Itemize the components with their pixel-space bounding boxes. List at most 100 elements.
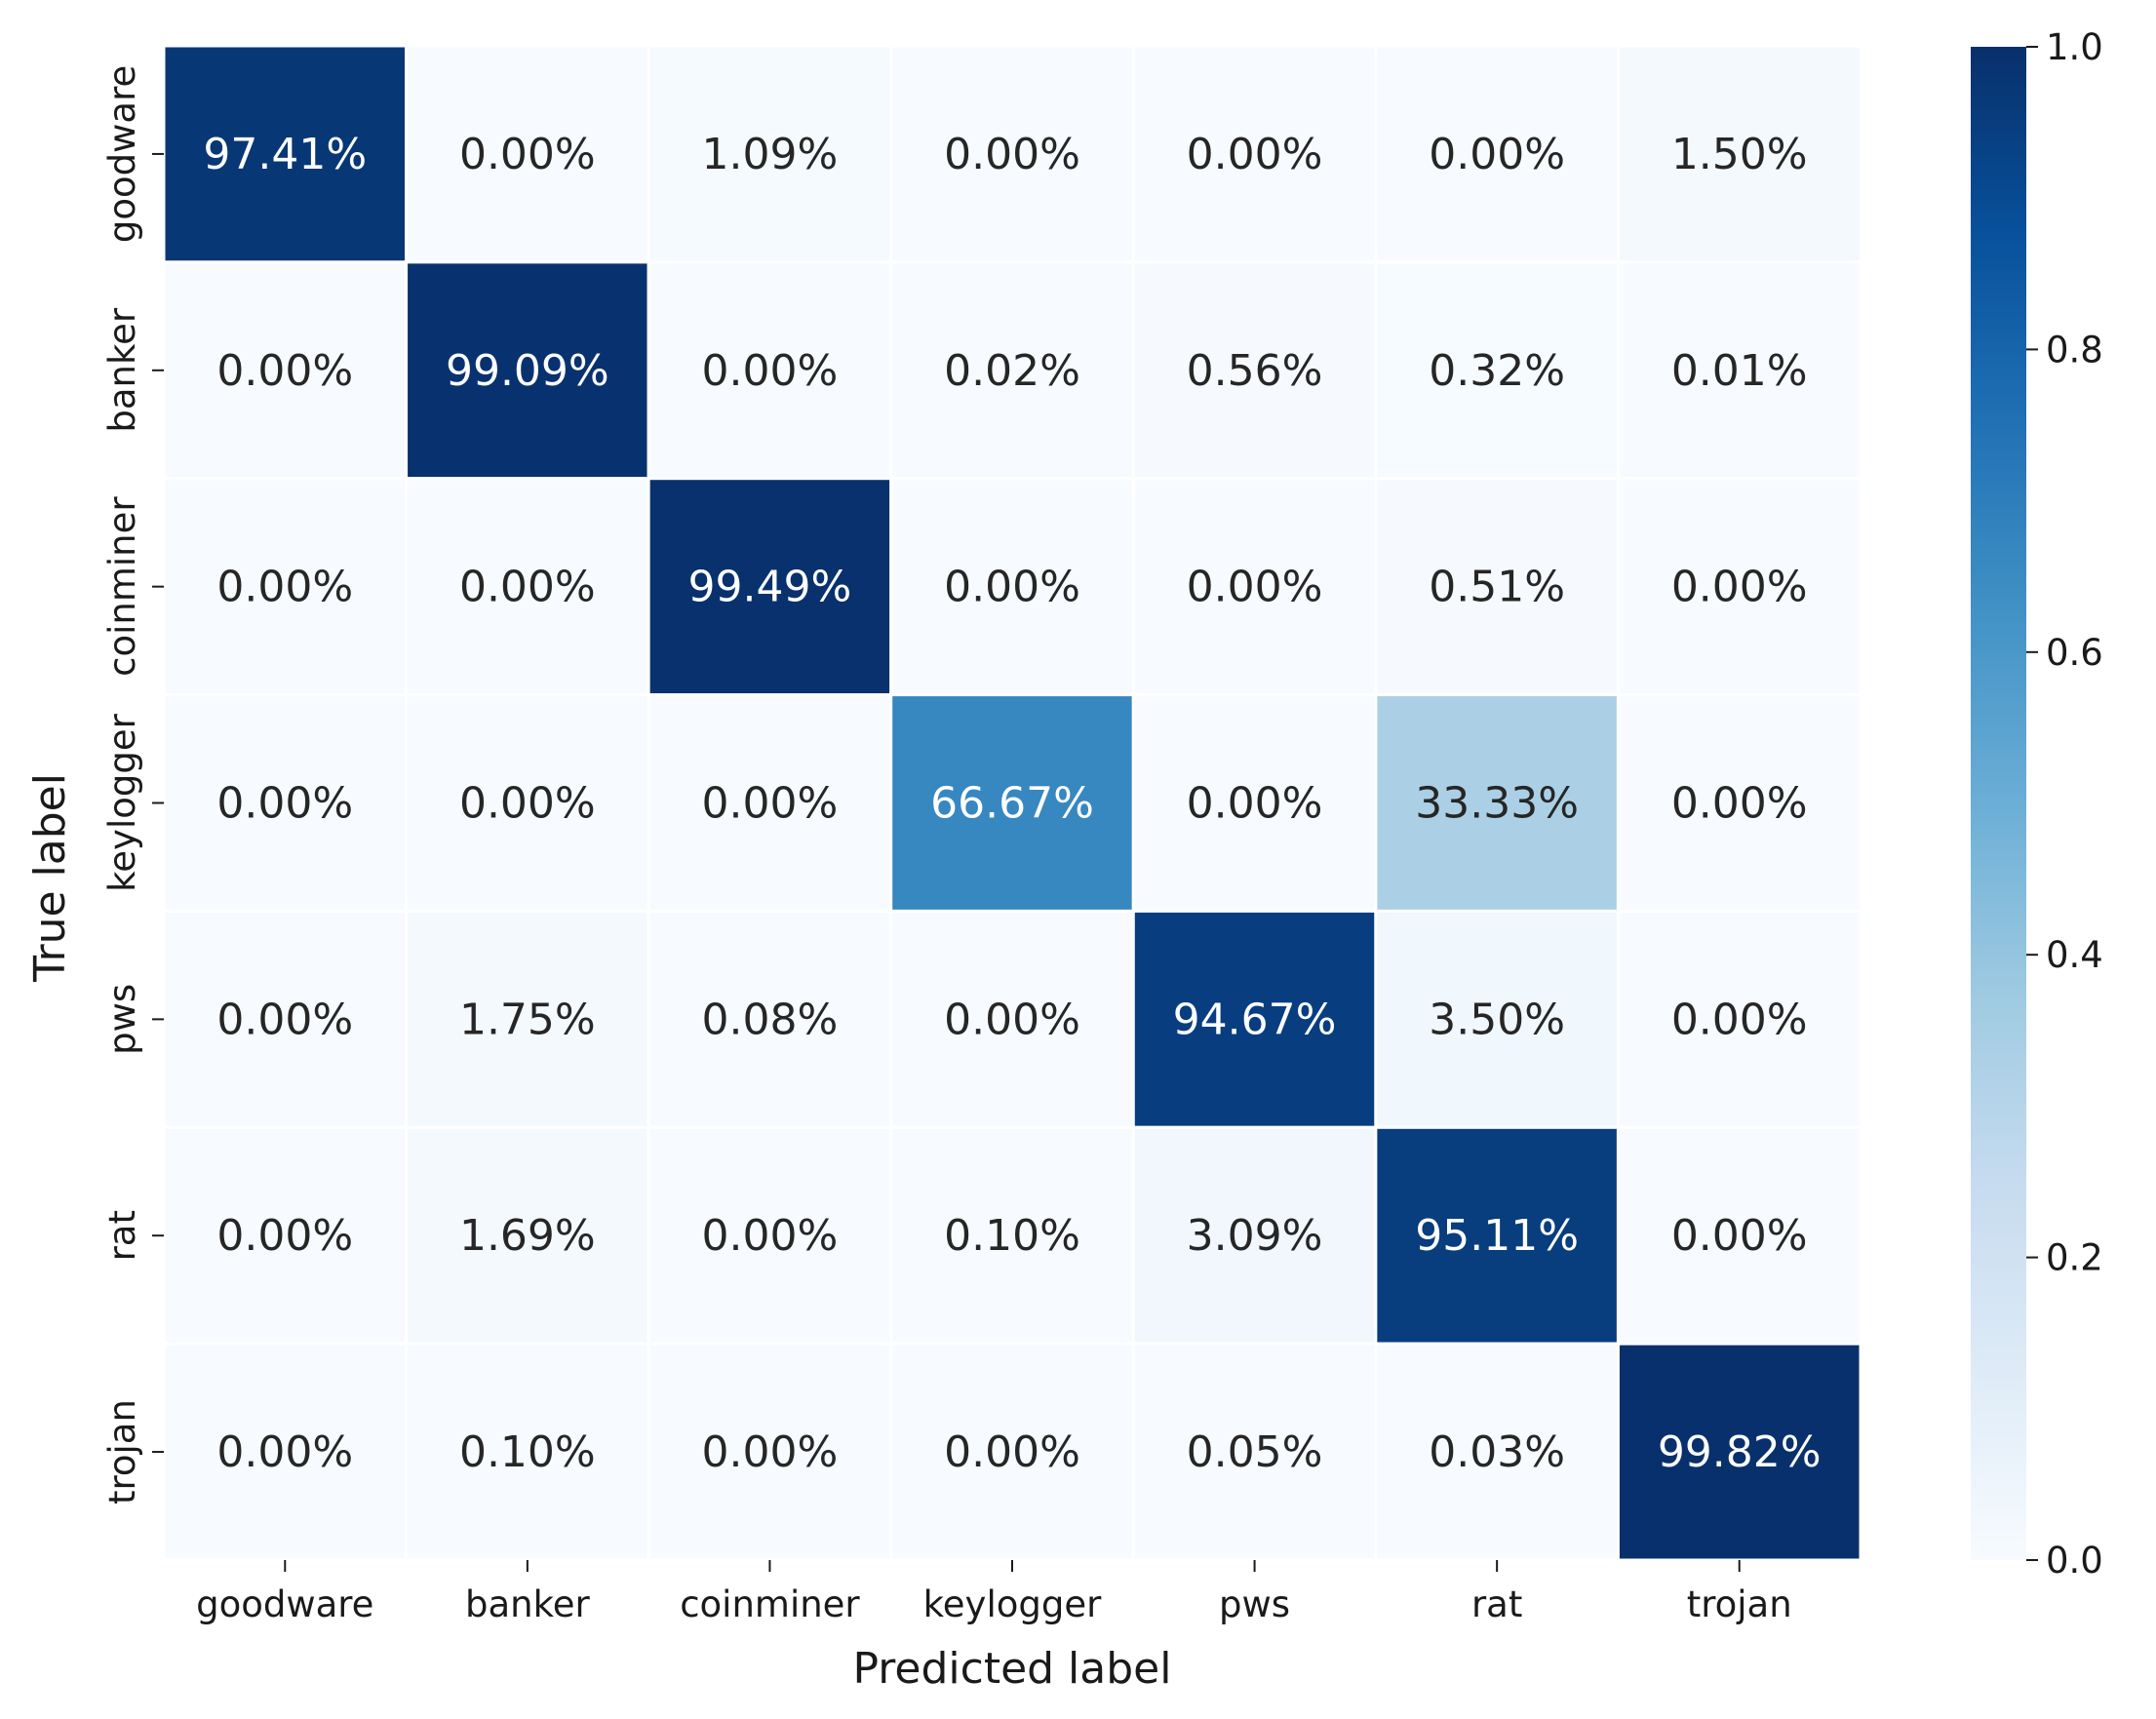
cell-label-goodware-pws: 0.00% <box>1187 130 1323 179</box>
cell-label-banker-coinminer: 0.00% <box>702 346 839 396</box>
colorbar-tick-label-4: 0.8 <box>2046 329 2103 371</box>
cell-label-goodware-trojan: 1.50% <box>1671 130 1808 179</box>
heatmap-cell-keylogger-rat <box>1374 693 1620 913</box>
y-tick-label-goodware: goodware <box>101 65 143 243</box>
heatmap-cell-trojan-goodware <box>162 1342 409 1562</box>
heatmap-cell-rat-coinminer <box>647 1125 893 1346</box>
cell-label-goodware-keylogger: 0.00% <box>944 130 1080 179</box>
cell-label-pws-coinminer: 0.08% <box>702 995 839 1044</box>
cell-label-trojan-goodware: 0.00% <box>216 1427 353 1477</box>
colorbar-tick-label-2: 0.4 <box>2046 934 2103 976</box>
heatmap-cell-pws-coinminer <box>647 909 893 1129</box>
y-axis-title: True label <box>25 773 75 983</box>
cell-label-banker-keylogger: 0.02% <box>944 346 1080 396</box>
cell-label-keylogger-goodware: 0.00% <box>216 779 353 829</box>
heatmap-cell-labels: 97.41% 0.00% 1.09% 0.00% 0.00% 0.00% 1.50% 0.00… <box>203 130 1821 1477</box>
colorbar-ticks: 0.0 0.2 0.4 0.6 0.8 1.0 <box>2026 26 2103 1582</box>
x-tick-label-trojan: trojan <box>1687 1583 1792 1625</box>
cell-label-goodware-coinminer: 1.09% <box>702 130 839 179</box>
heatmap-cell-rat-keylogger <box>889 1125 1135 1346</box>
cell-label-trojan-banker: 0.10% <box>459 1427 596 1477</box>
cell-label-coinminer-coinminer: 99.49% <box>688 563 852 612</box>
heatmap-cell-rat-trojan <box>1616 1125 1862 1346</box>
cell-label-pws-banker: 1.75% <box>459 995 596 1044</box>
heatmap-cell-rat-pws <box>1131 1125 1378 1346</box>
heatmap-cell-trojan-coinminer <box>647 1342 893 1562</box>
cell-label-coinminer-rat: 0.51% <box>1429 563 1565 612</box>
colorbar-gradient <box>1971 47 2026 1560</box>
colorbar-tick-label-0: 0.0 <box>2046 1540 2103 1582</box>
cell-label-coinminer-goodware: 0.00% <box>216 563 353 612</box>
heatmap-cell-goodware-keylogger <box>889 44 1135 264</box>
cell-label-keylogger-rat: 33.33% <box>1415 779 1579 829</box>
cell-label-keylogger-trojan: 0.00% <box>1671 779 1808 829</box>
heatmap-cell-goodware-pws <box>1131 44 1378 264</box>
heatmap-cell-coinminer-pws <box>1131 477 1378 697</box>
colorbar-tick-label-5: 1.0 <box>2046 26 2103 68</box>
heatmap-cell-coinminer-rat <box>1374 477 1620 697</box>
heatmap-cell-trojan-keylogger <box>889 1342 1135 1562</box>
x-tick-label-banker: banker <box>465 1583 590 1625</box>
colorbar-tick-label-1: 0.2 <box>2046 1237 2103 1279</box>
cell-label-goodware-banker: 0.00% <box>459 130 596 179</box>
x-axis-title: Predicted label <box>853 1644 1172 1694</box>
cell-label-rat-banker: 1.69% <box>459 1211 596 1261</box>
y-tick-label-pws: pws <box>101 984 143 1055</box>
heatmap-cell-keylogger-goodware <box>162 693 409 913</box>
cell-label-trojan-keylogger: 0.00% <box>944 1427 1080 1477</box>
cell-label-coinminer-trojan: 0.00% <box>1671 563 1808 612</box>
heatmap-cell-keylogger-banker <box>405 693 650 913</box>
cell-label-banker-rat: 0.32% <box>1429 346 1565 396</box>
cell-label-banker-goodware: 0.00% <box>216 346 353 396</box>
cell-label-coinminer-banker: 0.00% <box>459 563 596 612</box>
cell-label-pws-pws: 94.67% <box>1173 995 1337 1044</box>
cell-label-rat-coinminer: 0.00% <box>702 1211 839 1261</box>
cell-label-coinminer-keylogger: 0.00% <box>944 563 1080 612</box>
heatmap-cell-banker-pws <box>1131 260 1378 481</box>
x-tick-label-rat: rat <box>1471 1583 1522 1625</box>
cell-label-trojan-rat: 0.03% <box>1429 1427 1565 1477</box>
y-tick-label-keylogger: keylogger <box>101 713 143 891</box>
cell-label-banker-trojan: 0.01% <box>1671 346 1808 396</box>
cell-label-keylogger-pws: 0.00% <box>1187 779 1323 829</box>
heatmap-cell-goodware-goodware <box>162 44 409 264</box>
heatmap-cell-keylogger-keylogger <box>889 693 1135 913</box>
cell-label-rat-trojan: 0.00% <box>1671 1211 1808 1261</box>
heatmap-cell-banker-rat <box>1374 260 1620 481</box>
y-axis-ticks: goodware banker coinminer keylogger pws rat tr… <box>101 65 164 1504</box>
y-tick-label-banker: banker <box>101 307 143 432</box>
heatmap-cell-rat-banker <box>405 1125 650 1346</box>
x-tick-label-coinminer: coinminer <box>680 1583 860 1625</box>
heatmap-cell-goodware-banker <box>405 44 650 264</box>
cell-label-pws-keylogger: 0.00% <box>944 995 1080 1044</box>
colorbar: 0.0 0.2 0.4 0.6 0.8 1.0 <box>1971 26 2103 1582</box>
heatmap-cell-coinminer-trojan <box>1616 477 1862 697</box>
y-tick-label-rat: rat <box>101 1210 143 1261</box>
x-tick-label-keylogger: keylogger <box>923 1583 1102 1625</box>
heatmap-cell-coinminer-keylogger <box>889 477 1135 697</box>
cell-label-goodware-rat: 0.00% <box>1429 130 1565 179</box>
heatmap-cell-coinminer-banker <box>405 477 650 697</box>
cell-label-rat-rat: 95.11% <box>1415 1211 1579 1261</box>
x-axis-ticks: goodware banker coinminer keylogger pws rat tr… <box>196 1560 1792 1625</box>
heatmap-cell-coinminer-coinminer <box>647 477 893 697</box>
cell-label-pws-goodware: 0.00% <box>216 995 353 1044</box>
heatmap-cell-keylogger-trojan <box>1616 693 1862 913</box>
heatmap-cell-banker-trojan <box>1616 260 1862 481</box>
cell-label-goodware-goodware: 97.41% <box>203 130 367 179</box>
x-tick-label-goodware: goodware <box>196 1583 373 1625</box>
heatmap-cell-pws-trojan <box>1616 909 1862 1129</box>
cell-label-keylogger-coinminer: 0.00% <box>702 779 839 829</box>
cell-label-trojan-trojan: 99.82% <box>1658 1427 1822 1477</box>
cell-label-rat-pws: 3.09% <box>1187 1211 1323 1261</box>
heatmap-cell-rat-goodware <box>162 1125 409 1346</box>
heatmap-cell-trojan-trojan <box>1616 1342 1862 1562</box>
cell-label-keylogger-keylogger: 66.67% <box>930 779 1094 829</box>
heatmap-cell-trojan-rat <box>1374 1342 1620 1562</box>
heatmap-cell-banker-coinminer <box>647 260 893 481</box>
cell-label-pws-trojan: 0.00% <box>1671 995 1808 1044</box>
cell-label-banker-banker: 99.09% <box>446 346 609 396</box>
heatmap-cell-goodware-coinminer <box>647 44 893 264</box>
cell-label-rat-keylogger: 0.10% <box>944 1211 1080 1261</box>
